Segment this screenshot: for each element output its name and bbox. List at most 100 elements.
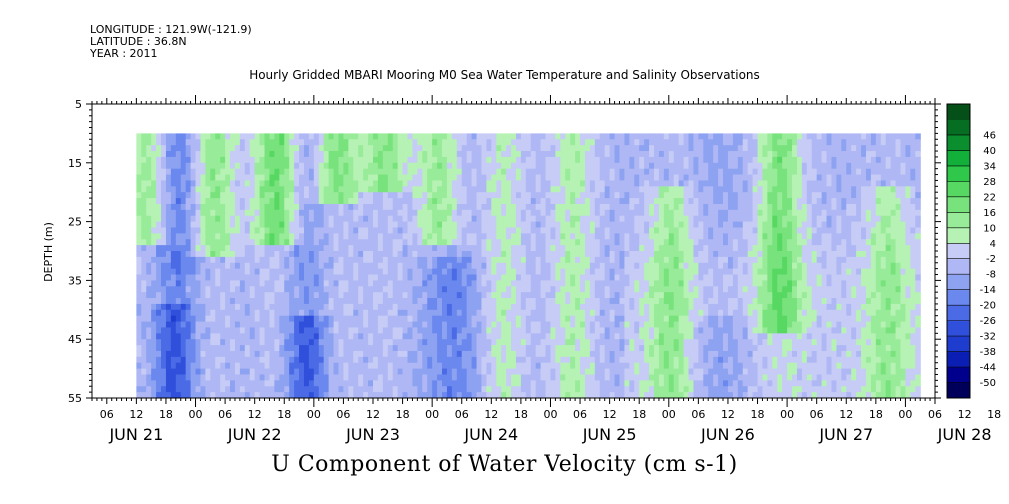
heatmap-cell (501, 215, 507, 223)
heatmap-cell (284, 186, 290, 193)
heatmap-cell (348, 386, 354, 393)
heatmap-cell (220, 292, 226, 299)
heatmap-cell (284, 380, 290, 387)
heatmap-cell (634, 186, 640, 193)
heatmap-cell (210, 180, 216, 187)
heatmap-cell (634, 245, 640, 252)
heatmap-cell (225, 339, 231, 346)
heatmap-cell (555, 215, 561, 223)
heatmap-cell (210, 315, 216, 323)
heatmap-cell (673, 333, 680, 340)
heatmap-cell (476, 180, 483, 187)
heatmap-cell (486, 286, 492, 293)
heatmap-cell (254, 333, 261, 340)
heatmap-cell (451, 380, 458, 387)
heatmap-cell (220, 168, 226, 176)
heatmap-cell (511, 356, 517, 364)
heatmap-cell (205, 180, 211, 187)
heatmap-cell (629, 245, 635, 252)
heatmap-cell (382, 262, 389, 270)
heatmap-cell (614, 339, 621, 346)
heatmap-cell (185, 156, 192, 164)
heatmap-cell (387, 345, 394, 352)
heatmap-cell (136, 180, 142, 187)
heatmap-cell (491, 321, 497, 329)
heatmap-cell (259, 339, 266, 346)
heatmap-cell (422, 356, 428, 364)
heatmap-cell (343, 339, 349, 346)
heatmap-cell (678, 274, 685, 281)
heatmap-cell (446, 251, 453, 258)
heatmap-cell (501, 292, 507, 299)
heatmap-cell (555, 386, 561, 393)
heatmap-cell (377, 227, 384, 234)
heatmap-cell (180, 256, 187, 264)
heatmap-cell (550, 315, 556, 323)
heatmap-cell (358, 380, 364, 387)
heatmap-cell (373, 139, 379, 146)
heatmap-cell (284, 203, 290, 211)
heatmap-cell (323, 215, 330, 223)
heatmap-cell (363, 133, 369, 140)
heatmap-cell (220, 145, 226, 152)
heatmap-cell (476, 239, 483, 246)
heatmap-cell (649, 274, 655, 281)
heatmap-cell (432, 386, 438, 393)
heatmap-cell (161, 245, 167, 252)
heatmap-cell (649, 280, 655, 287)
heatmap-cell (353, 392, 359, 398)
heatmap-cell (417, 327, 423, 334)
heatmap-cell (303, 333, 310, 340)
heatmap-cell (170, 221, 177, 229)
heatmap-cell (461, 221, 468, 229)
heatmap-cell (313, 380, 320, 387)
heatmap-cell (392, 245, 399, 252)
heatmap-cell (254, 298, 261, 305)
heatmap-cell (377, 327, 384, 334)
heatmap-cell (343, 315, 349, 323)
heatmap-cell (358, 180, 364, 187)
heatmap-cell (619, 209, 626, 217)
heatmap-cell (195, 268, 202, 276)
heatmap-cell (654, 262, 660, 270)
heatmap-cell (264, 345, 271, 352)
heatmap-cell (545, 262, 552, 270)
heatmap-cell (382, 251, 389, 258)
heatmap-cell (397, 227, 404, 234)
heatmap-cell (540, 215, 547, 223)
heatmap-cell (215, 327, 221, 334)
heatmap-cell (412, 315, 418, 323)
heatmap-cell (663, 298, 670, 305)
heatmap-cell (358, 374, 364, 381)
heatmap-cell (496, 268, 502, 276)
heatmap-cell (550, 180, 556, 187)
heatmap-cell (654, 386, 660, 393)
heatmap-cell (397, 292, 404, 299)
heatmap-cell (451, 392, 458, 398)
heatmap-cell (520, 333, 527, 340)
heatmap-cell (264, 280, 271, 287)
heatmap-cell (589, 256, 596, 264)
heatmap-cell (382, 162, 389, 170)
heatmap-cell (599, 350, 606, 358)
heatmap-cell (407, 292, 414, 299)
heatmap-cell (274, 345, 280, 352)
heatmap-cell (239, 209, 246, 217)
heatmap-cell (373, 239, 379, 246)
heatmap-cell (673, 151, 680, 158)
heatmap-cell (377, 392, 384, 398)
heatmap-cell (545, 233, 552, 240)
heatmap-cell (604, 292, 611, 299)
heatmap-cell (545, 392, 552, 398)
heatmap-cell (530, 286, 537, 293)
heatmap-cell (446, 368, 453, 376)
heatmap-cell (348, 327, 354, 334)
heatmap-cell (249, 209, 256, 217)
heatmap-cell (481, 356, 487, 364)
heatmap-cell (289, 139, 295, 146)
heatmap-cell (303, 268, 310, 276)
heatmap-cell (289, 156, 295, 164)
heatmap-cell (629, 386, 635, 393)
heatmap-cell (437, 368, 443, 376)
heatmap-cell (161, 233, 167, 240)
